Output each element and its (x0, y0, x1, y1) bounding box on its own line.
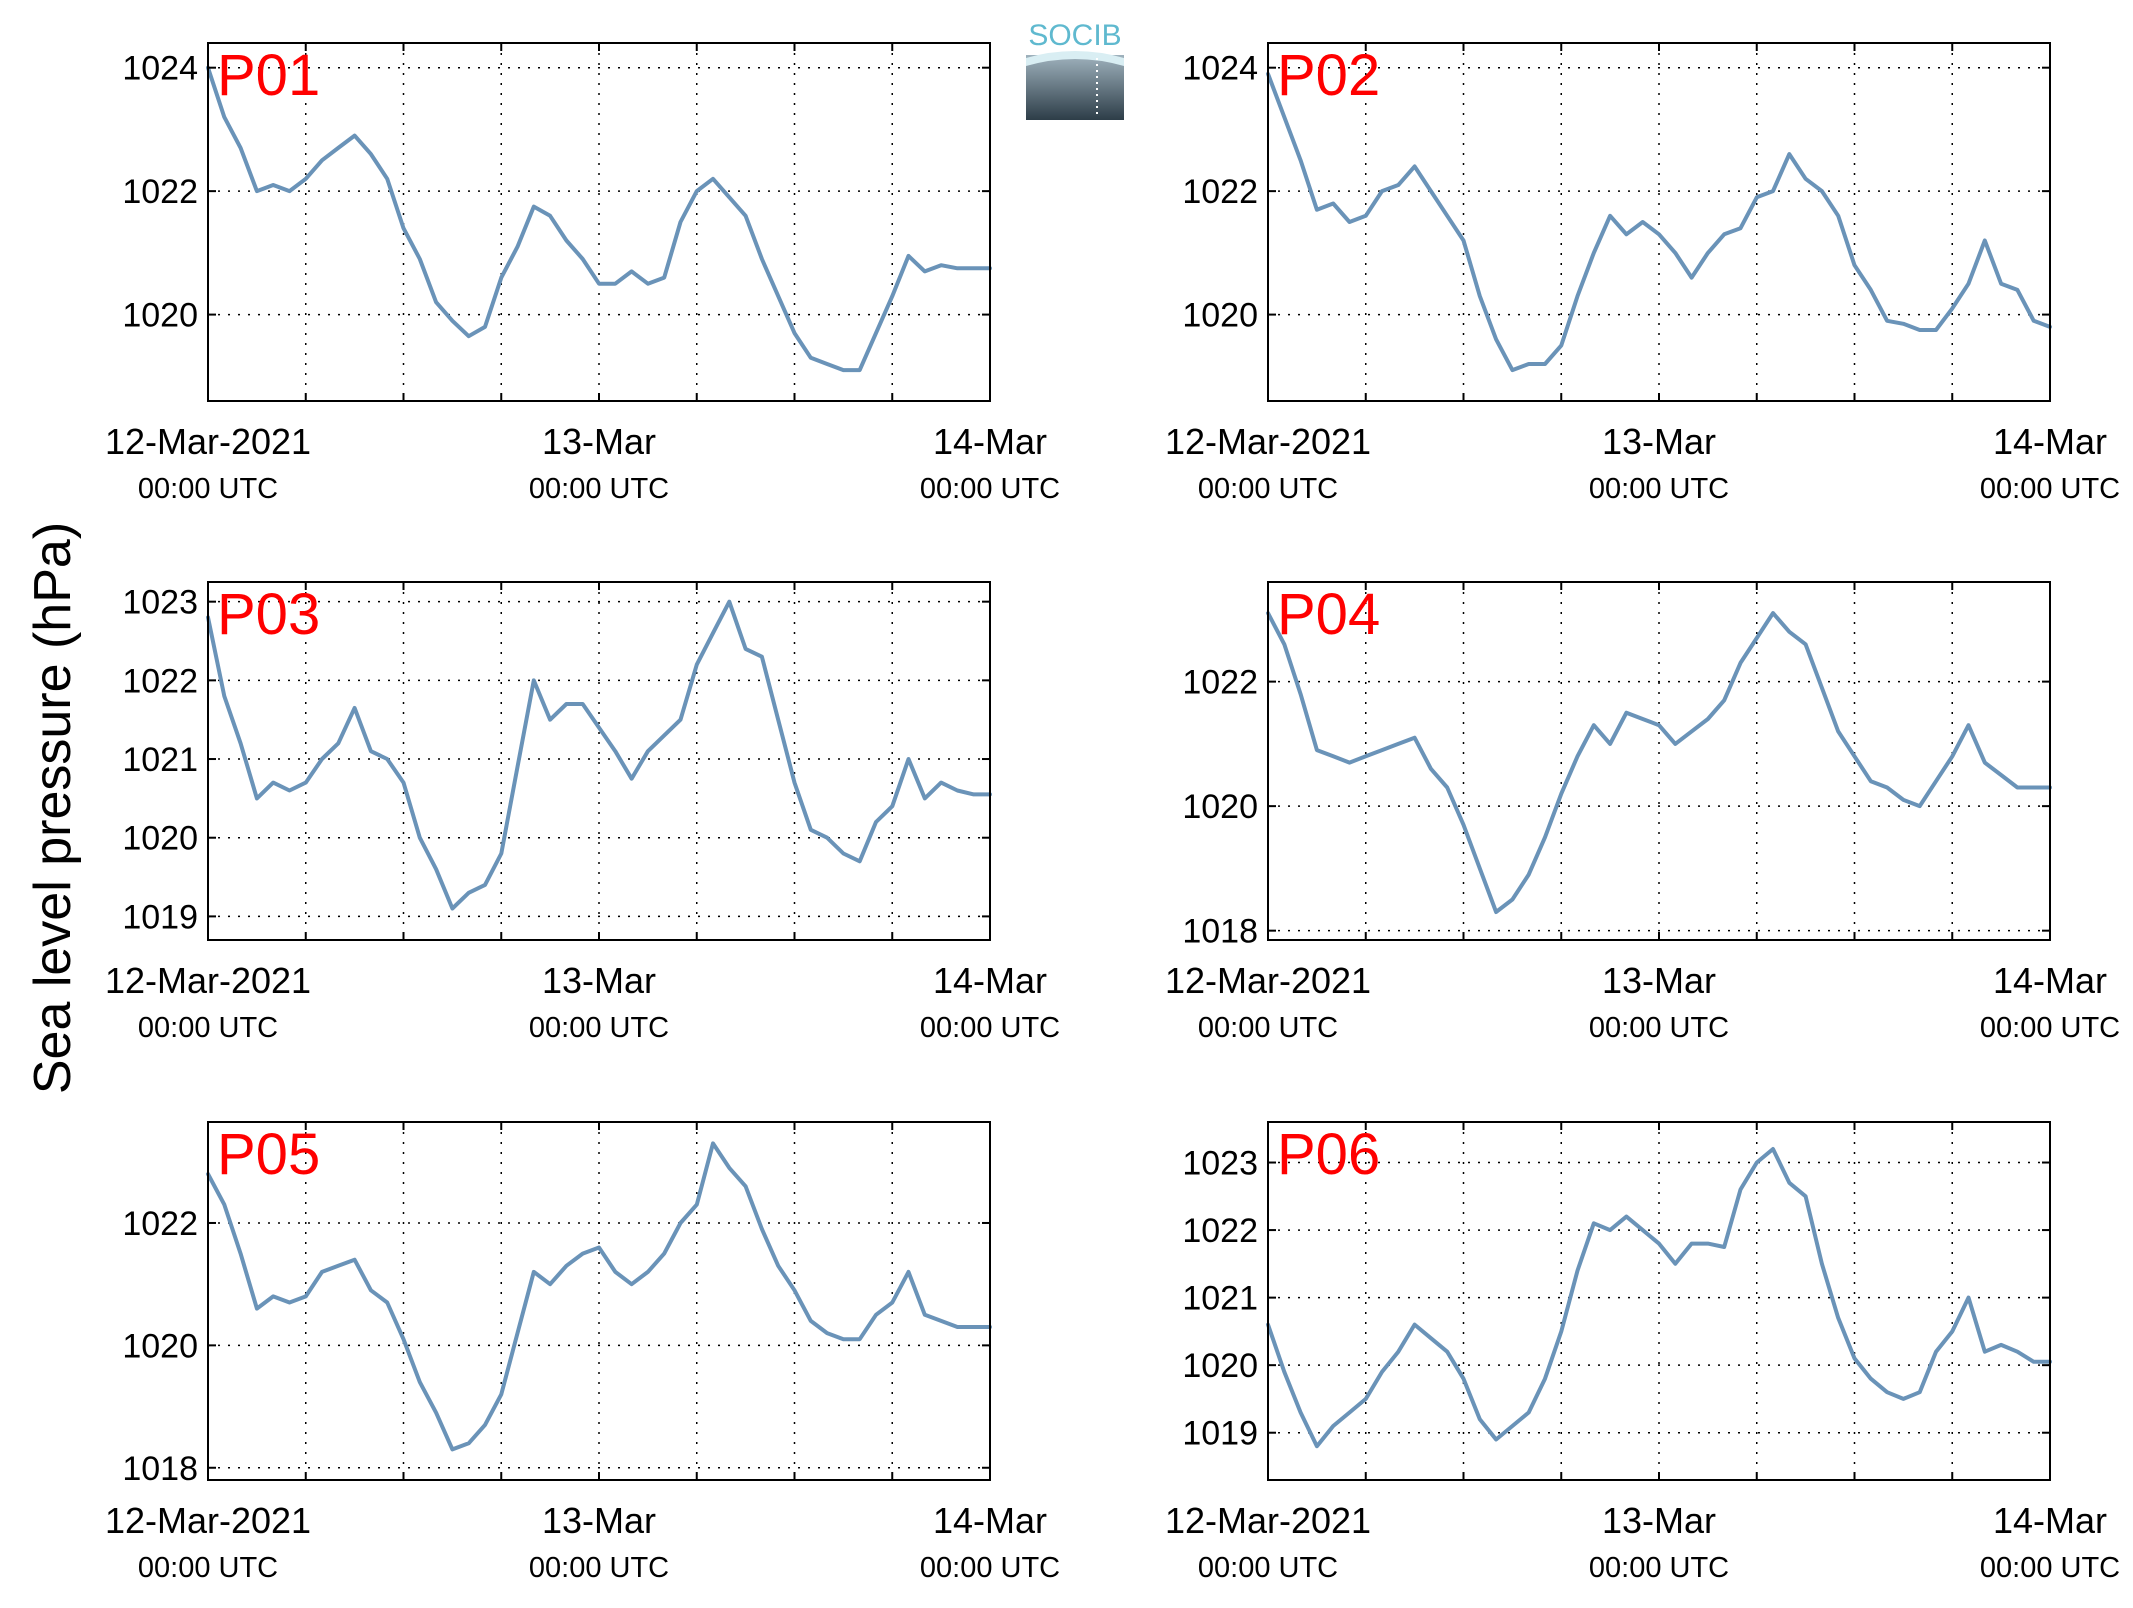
y-tick-label: 1020 (1182, 297, 1258, 335)
x-tick-label-date: 13-Mar (542, 1500, 656, 1541)
station-label: P05 (217, 1122, 320, 1187)
socib-logo: SOCIB (1026, 19, 1124, 120)
plot-frame (1267, 42, 2051, 402)
x-tick-label-date: 12-Mar-2021 (105, 960, 311, 1001)
series-line (206, 1141, 992, 1452)
y-tick-label: 1019 (1182, 1415, 1258, 1453)
x-tick-label-time: 00:00 UTC (529, 1552, 669, 1584)
x-tick-label-date: 13-Mar (542, 960, 656, 1001)
y-tick-label: 1024 (1182, 50, 1258, 88)
chart-panel-p06: 1019 1020 1021 1022 1023 12-Mar-2021 00:00 UTC… (1165, 1121, 2120, 1584)
x-tick-label-time: 00:00 UTC (920, 1552, 1060, 1584)
y-tick-label: 1022 (1182, 664, 1258, 702)
y-tick-label: 1022 (1182, 173, 1258, 211)
station-label: P04 (1277, 582, 1380, 647)
x-tick-label-date: 12-Mar-2021 (105, 421, 311, 462)
chart-panel-p03: 1019 1020 1021 1022 1023 12-Mar-2021 00:00 UTC… (105, 581, 1060, 1044)
x-tick-label-time: 00:00 UTC (920, 473, 1060, 505)
x-tick-label-date: 14-Mar (933, 960, 1047, 1001)
x-tick-label-date: 14-Mar (933, 421, 1047, 462)
x-tick-label-date: 12-Mar-2021 (105, 1500, 311, 1541)
y-tick-label: 1019 (122, 898, 198, 936)
x-tick-label-time: 00:00 UTC (1980, 1012, 2120, 1044)
x-tick-label-date: 13-Mar (542, 421, 656, 462)
y-tick-label: 1020 (122, 1327, 198, 1365)
x-tick-label-time: 00:00 UTC (529, 1012, 669, 1044)
chart-panel-p01: 1020 1022 1024 12-Mar-2021 00:00 UTC 13-Mar 00… (105, 42, 1060, 505)
y-tick-label: 1021 (122, 741, 198, 779)
x-tick-label-date: 14-Mar (1993, 421, 2107, 462)
series-line (1266, 611, 2052, 914)
logo-text: SOCIB (1028, 19, 1121, 52)
y-tick-label: 1020 (122, 297, 198, 335)
station-label: P06 (1277, 1122, 1380, 1187)
x-tick-label-time: 00:00 UTC (1980, 473, 2120, 505)
station-label: P02 (1277, 43, 1380, 108)
y-tick-label: 1021 (1182, 1280, 1258, 1318)
x-tick-label-time: 00:00 UTC (920, 1012, 1060, 1044)
x-tick-label-time: 00:00 UTC (138, 473, 278, 505)
x-tick-label-date: 14-Mar (1993, 960, 2107, 1001)
y-tick-label: 1020 (122, 820, 198, 858)
y-tick-label: 1020 (1182, 1347, 1258, 1385)
x-tick-label-time: 00:00 UTC (1198, 1012, 1338, 1044)
x-tick-label-date: 13-Mar (1602, 421, 1716, 462)
y-tick-label: 1022 (1182, 1212, 1258, 1250)
plot-frame (1267, 1121, 2051, 1481)
x-tick-label-time: 00:00 UTC (138, 1552, 278, 1584)
x-tick-label-time: 00:00 UTC (138, 1012, 278, 1044)
y-axis-label: Sea level pressure (hPa) (24, 522, 82, 1094)
x-tick-label-time: 00:00 UTC (1589, 473, 1729, 505)
x-tick-label-date: 14-Mar (933, 1500, 1047, 1541)
series-line (206, 599, 992, 911)
x-tick-label-date: 14-Mar (1993, 1500, 2107, 1541)
x-tick-label-time: 00:00 UTC (1198, 1552, 1338, 1584)
x-tick-label-time: 00:00 UTC (1198, 473, 1338, 505)
y-tick-label: 1018 (122, 1450, 198, 1488)
x-tick-label-time: 00:00 UTC (1589, 1552, 1729, 1584)
y-tick-label: 1018 (1182, 913, 1258, 951)
x-tick-label-date: 12-Mar-2021 (1165, 960, 1371, 1001)
chart-panel-p05: 1018 1020 1022 12-Mar-2021 00:00 UTC 13-Mar 00… (105, 1121, 1060, 1584)
plot-frame (207, 42, 991, 402)
x-tick-label-date: 12-Mar-2021 (1165, 1500, 1371, 1541)
logo-wave (1026, 51, 1124, 66)
chart-panel-p02: 1020 1022 1024 12-Mar-2021 00:00 UTC 13-Mar 00… (1165, 42, 2120, 505)
x-tick-label-date: 12-Mar-2021 (1165, 421, 1371, 462)
plot-frame (207, 1121, 991, 1481)
station-label: P03 (217, 582, 320, 647)
y-tick-label: 1020 (1182, 788, 1258, 826)
x-tick-label-date: 13-Mar (1602, 1500, 1716, 1541)
x-tick-label-date: 13-Mar (1602, 960, 1716, 1001)
station-label: P01 (217, 43, 320, 108)
chart-panel-p04: 1018 1020 1022 12-Mar-2021 00:00 UTC 13-Mar 00… (1165, 581, 2120, 1044)
y-tick-label: 1022 (122, 173, 198, 211)
y-tick-label: 1024 (122, 50, 198, 88)
series-line (1266, 1147, 2052, 1449)
y-tick-label: 1022 (122, 662, 198, 700)
logo-block (1026, 55, 1124, 120)
plot-frame (207, 581, 991, 941)
x-tick-label-time: 00:00 UTC (1980, 1552, 2120, 1584)
y-tick-label: 1023 (122, 584, 198, 622)
y-tick-label: 1022 (122, 1205, 198, 1243)
x-tick-label-time: 00:00 UTC (529, 473, 669, 505)
chart-panels: 1020 1022 1024 12-Mar-2021 00:00 UTC 13-Mar 00… (105, 42, 2120, 1584)
series-line (206, 65, 992, 373)
x-tick-label-time: 00:00 UTC (1589, 1012, 1729, 1044)
y-tick-label: 1023 (1182, 1145, 1258, 1183)
plot-frame (1267, 581, 2051, 941)
series-line (1266, 71, 2052, 373)
